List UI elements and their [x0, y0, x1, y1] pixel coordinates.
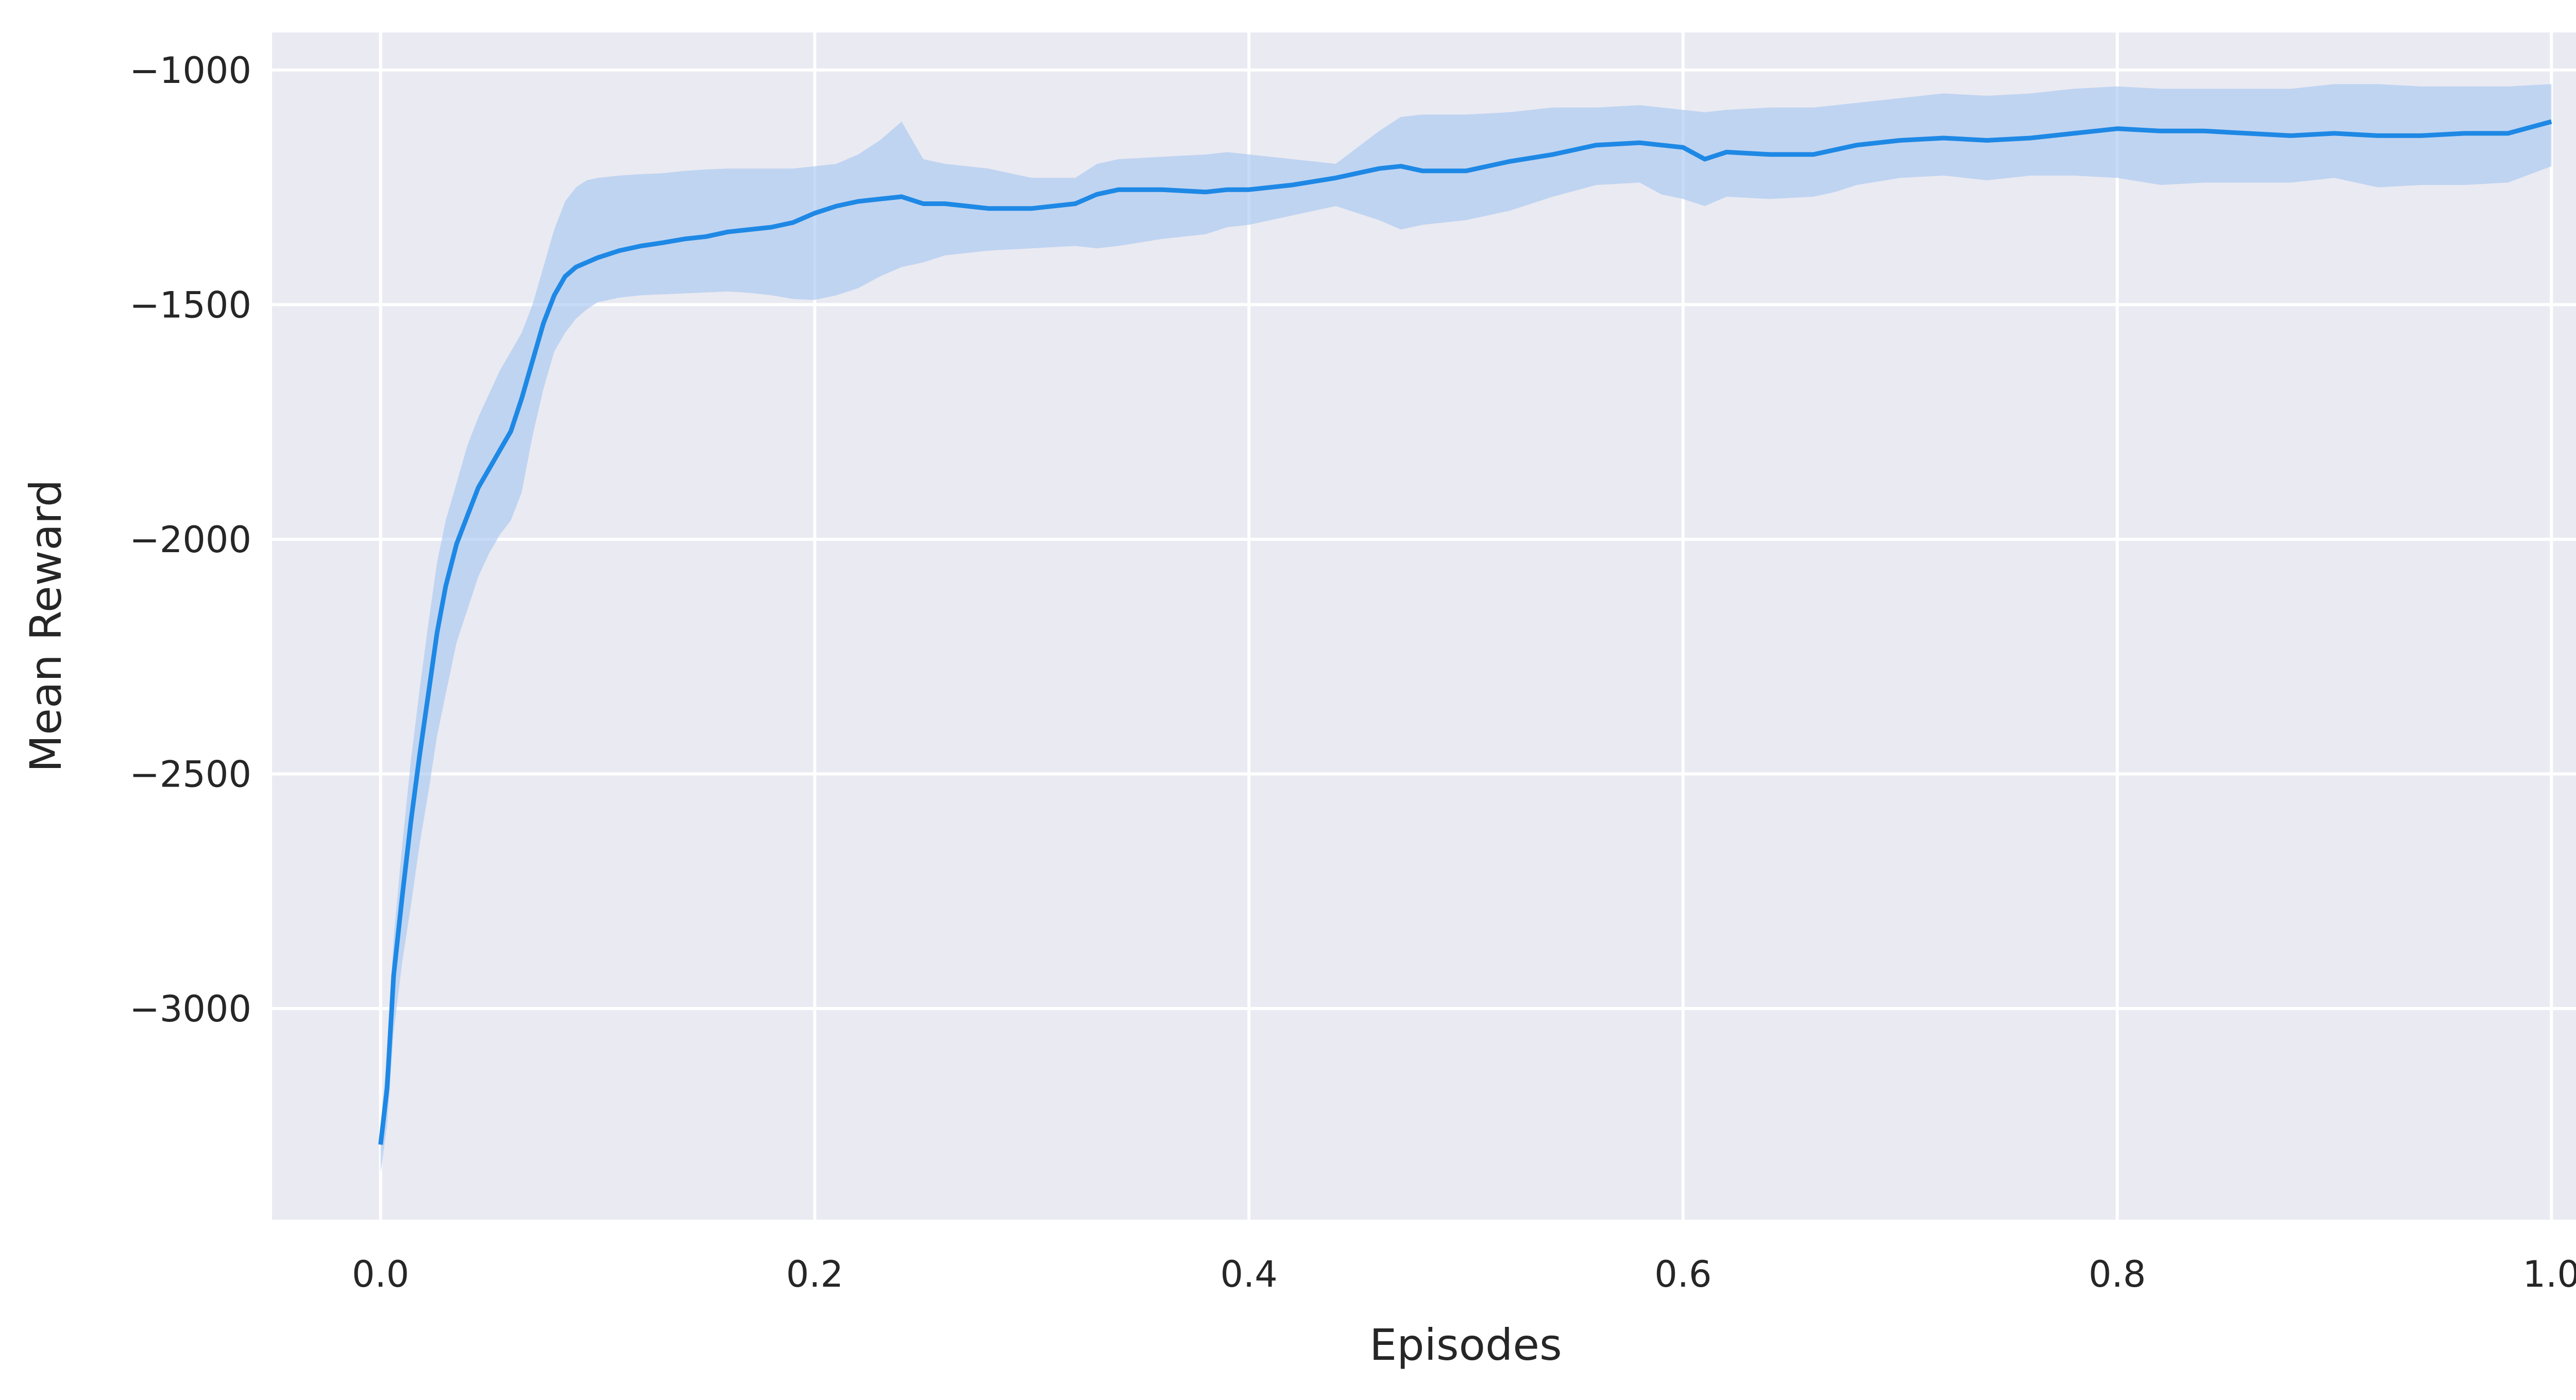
y-tick-label: −1000 [129, 49, 251, 92]
x-tick-label: 0.4 [1220, 1253, 1277, 1295]
x-tick-label: 0.6 [1654, 1253, 1711, 1295]
y-tick-label: −1500 [129, 284, 251, 326]
x-tick-label: 0.0 [352, 1253, 409, 1295]
confidence-band [380, 84, 2552, 1173]
x-tick-label: 0.2 [786, 1253, 843, 1295]
x-axis-title: Episodes [1369, 1320, 1562, 1370]
mean-reward-line [378, 119, 2552, 1145]
y-axis-title: Mean Reward [21, 480, 71, 772]
grid-lines [272, 32, 2576, 1220]
y-tick-label: −2500 [129, 753, 251, 795]
x-tick-label: 0.8 [2089, 1253, 2146, 1295]
y-tick-labels: −3000 −2500 −2000 −1500 −1000 [129, 49, 251, 1030]
y-tick-label: −2000 [129, 519, 251, 561]
x-tick-labels: 0.0 0.2 0.4 0.6 0.8 1.0 [352, 1253, 2576, 1295]
y-tick-label: −3000 [129, 988, 251, 1030]
x-tick-label: 1.0 [2523, 1253, 2576, 1295]
